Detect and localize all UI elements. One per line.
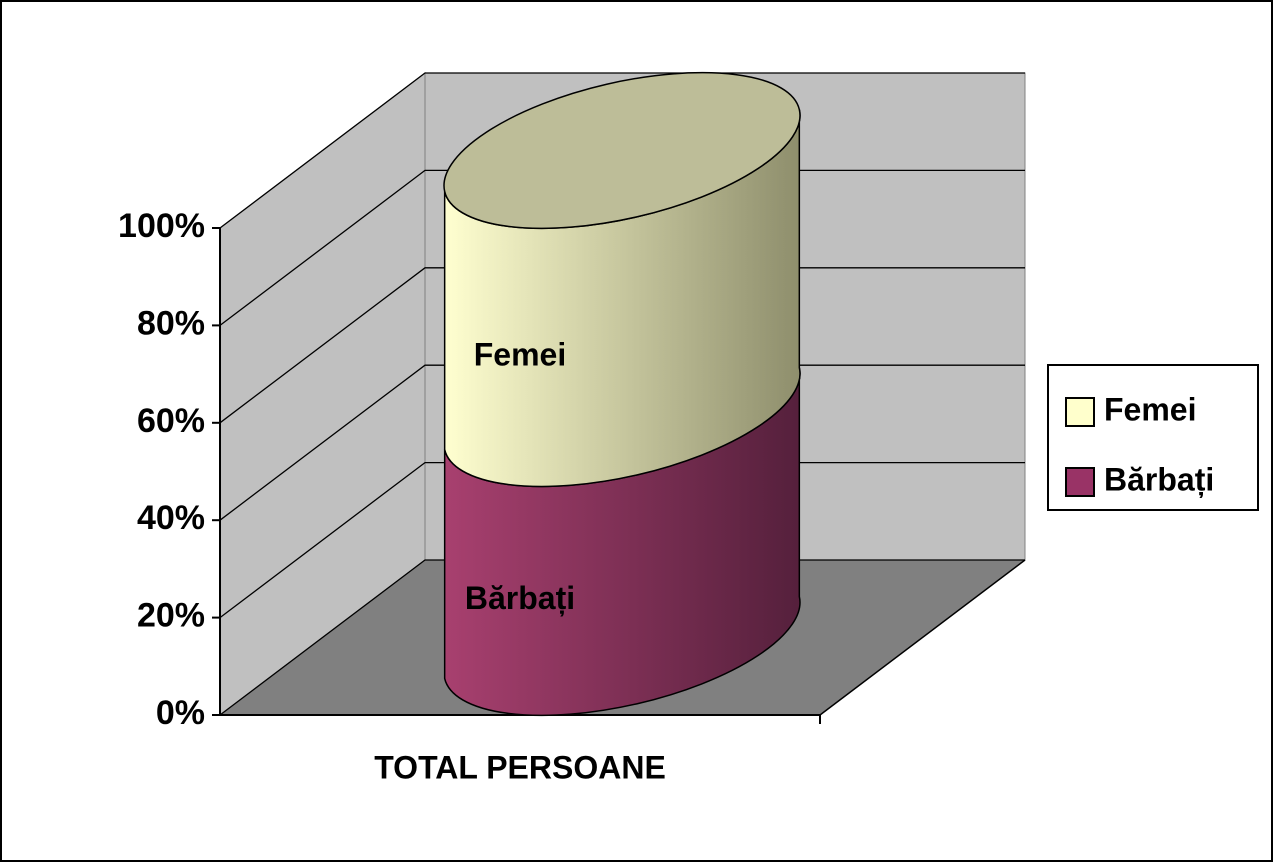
floor-edge [819,559,1026,716]
legend-swatch [1065,467,1095,497]
data-label: Femei [474,337,566,373]
legend-label: Bărbați [1104,461,1214,497]
grid-line [219,267,1025,424]
y-tick-label: 100% [118,207,205,245]
data-label: Bărbați [465,580,575,616]
y-tick-label: 80% [137,304,205,342]
y-tick-label: 40% [137,499,205,537]
legend-swatch [1065,397,1095,427]
y-tick-label: 60% [137,402,205,440]
x-tick-label: TOTAL PERSOANE [374,749,666,785]
cylinder-top [443,71,801,230]
legend-label: Femei [1104,391,1196,427]
grid-line [219,559,1025,716]
grid-line [219,364,1025,521]
grid-line [219,169,1025,326]
y-tick-label: 20% [137,597,205,635]
grid-line [219,72,1025,229]
y-tick-label: 0% [156,694,205,732]
grid-line [219,461,1025,619]
